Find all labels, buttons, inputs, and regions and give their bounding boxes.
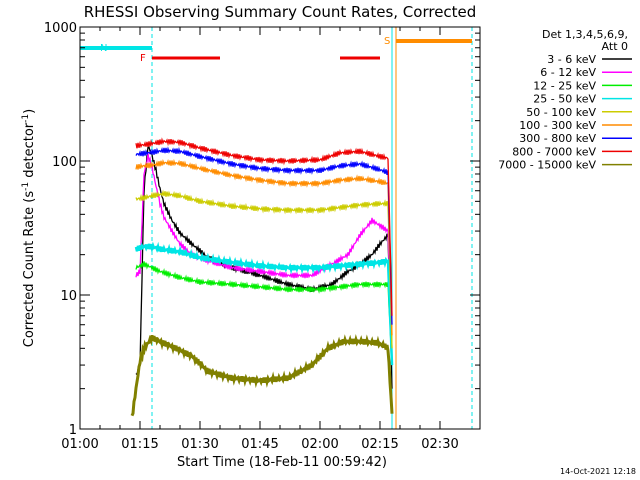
legend-label: 300 - 800 keV [519,132,596,145]
x-tick-label: 01:30 [181,437,218,452]
x-tick-label: 02:00 [301,437,338,452]
series-line-25-50-kev [134,241,394,366]
x-tick-label: 01:15 [121,437,158,452]
legend-label: 100 - 300 keV [519,119,596,132]
x-tick-label: 02:30 [421,437,458,452]
series-line-800-7000-kev [135,137,393,316]
legend-label: 6 - 12 keV [540,66,596,79]
x-tick-label: 02:15 [361,437,398,452]
series-line-6-12-kev [135,153,393,366]
legend-label: 50 - 100 keV [526,106,596,119]
chart-title: RHESSI Observing Summary Count Rates, Co… [84,3,477,21]
series-line-50-100-kev [135,189,393,349]
y-tick-label: 10 [60,289,77,304]
flag-label-n: N [100,43,107,54]
legend-label: 7000 - 15000 keV [498,159,596,172]
legend-label: 3 - 6 keV [547,53,596,66]
legend-header-line1: Det 1,3,4,5,6,9, [542,28,628,41]
x-axis: 01:00 01:15 01:30 01:45 02:00 02:15 02:30 [61,27,459,452]
legend-label: 12 - 25 keV [533,79,596,92]
plot-area: F N S [80,27,473,429]
x-tick-label: 01:00 [61,437,98,452]
series-line-7000-15000-kev [130,334,394,417]
series-line-12-25-kev [135,261,393,366]
series-line-100-300-kev [135,158,393,336]
y-tick-label: 1 [69,423,77,438]
legend-header-line2: Att 0 [602,40,628,53]
legend-label: 25 - 50 keV [533,93,596,106]
x-tick-label: 01:45 [241,437,278,452]
y-tick-label: 100 [52,155,77,170]
y-axis-label: Corrected Count Rate (s-1 detector-1) [21,109,37,347]
series-line-300-800-kev [135,146,393,325]
flag-label-f: F [140,53,146,64]
x-axis-label: Start Time (18-Feb-11 00:59:42) [177,455,387,470]
legend-label: 800 - 7000 keV [512,145,596,158]
flag-label-s: S [384,36,390,47]
y-axis: 1 10 100 1000 [44,21,480,438]
series-line-3-6-kev [135,146,393,389]
footer-timestamp: 14-Oct-2021 12:18 [560,467,636,476]
y-tick-label: 1000 [44,21,77,36]
